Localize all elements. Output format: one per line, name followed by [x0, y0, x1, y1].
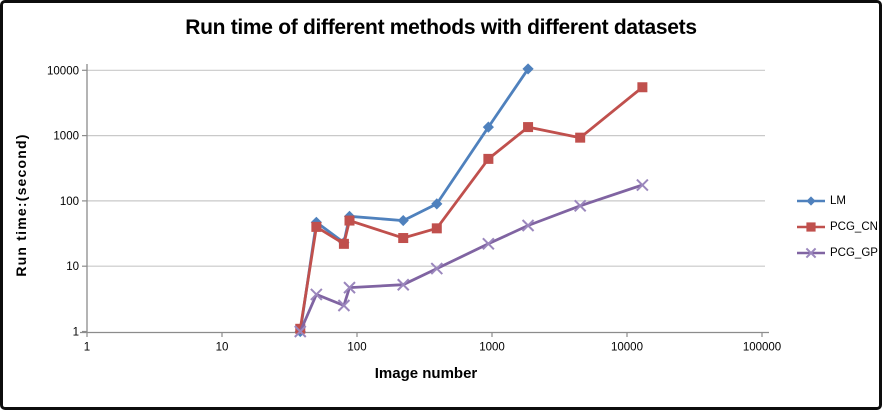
diamond-marker: [482, 121, 494, 133]
x-marker: [294, 325, 307, 338]
legend-item-lm: LM: [796, 190, 878, 212]
legend-label-lm: LM: [830, 195, 846, 207]
x-tick-label: 1: [84, 342, 90, 354]
square-marker: [806, 222, 816, 232]
x-marker: [397, 278, 410, 291]
legend-item-pcg_cn: PCG_CN: [796, 216, 878, 238]
square-marker: [398, 233, 409, 244]
y-tick-label: 10: [66, 261, 79, 273]
legend-swatch-lm: [797, 196, 825, 206]
series-pcg_gp: [294, 178, 649, 338]
square-marker: [431, 223, 442, 234]
y-tick-label: 10000: [47, 65, 79, 77]
x-marker: [521, 219, 535, 232]
y-tick-label: 1: [73, 327, 79, 339]
x-marker: [482, 237, 495, 251]
legend: LM PCG_CN PCG_GP: [796, 190, 878, 264]
x-axis-ticks: 1 10 100 1000 10000 100000: [84, 332, 781, 354]
legend-label-pcg_gp: PCG_GP: [830, 247, 878, 259]
diamond-marker: [522, 63, 534, 75]
x-axis-title: Image number: [374, 365, 478, 382]
square-marker: [523, 122, 534, 133]
diamond-marker: [806, 196, 816, 206]
x-tick-label: 1000: [479, 342, 505, 354]
diamond-marker: [397, 214, 409, 227]
gridlines: [87, 69, 765, 267]
x-tick-label: 10: [216, 342, 229, 354]
x-marker: [805, 247, 817, 259]
x-tick-label: 10000: [611, 342, 643, 354]
legend-label-pcg_cn: PCG_CN: [830, 221, 878, 233]
x-marker: [430, 262, 444, 275]
x-marker: [310, 288, 323, 301]
series-line-pcg_cn: [298, 85, 644, 331]
series-line-pcg_gp: [298, 183, 644, 333]
x-marker: [573, 199, 587, 213]
legend-swatch-pcg_gp: [797, 247, 825, 259]
chart-title: Run time of different methods with diffe…: [185, 16, 697, 39]
diamond-marker: [431, 198, 443, 210]
y-axis-title: Run time:(second): [13, 133, 29, 277]
square-marker: [338, 238, 349, 249]
y-axis-ticks: 1 10 100 1000 10000: [47, 65, 87, 339]
legend-item-pcg_gp: PCG_GP: [796, 242, 878, 264]
square-marker: [637, 82, 648, 93]
x-marker: [636, 178, 649, 192]
y-tick-label: 100: [60, 196, 79, 208]
legend-swatch-pcg_cn: [797, 222, 825, 232]
x-tick-label: 100000: [743, 342, 781, 354]
series-line-lm: [298, 67, 530, 333]
square-marker: [344, 215, 355, 226]
square-marker: [311, 221, 322, 232]
x-marker: [337, 299, 351, 312]
y-tick-label: 1000: [53, 131, 79, 143]
series-lm: [294, 63, 534, 338]
series-pcg_cn: [295, 82, 648, 334]
x-tick-label: 100: [347, 342, 366, 354]
x-marker: [343, 281, 356, 294]
square-marker: [575, 132, 586, 143]
square-marker: [483, 153, 494, 164]
